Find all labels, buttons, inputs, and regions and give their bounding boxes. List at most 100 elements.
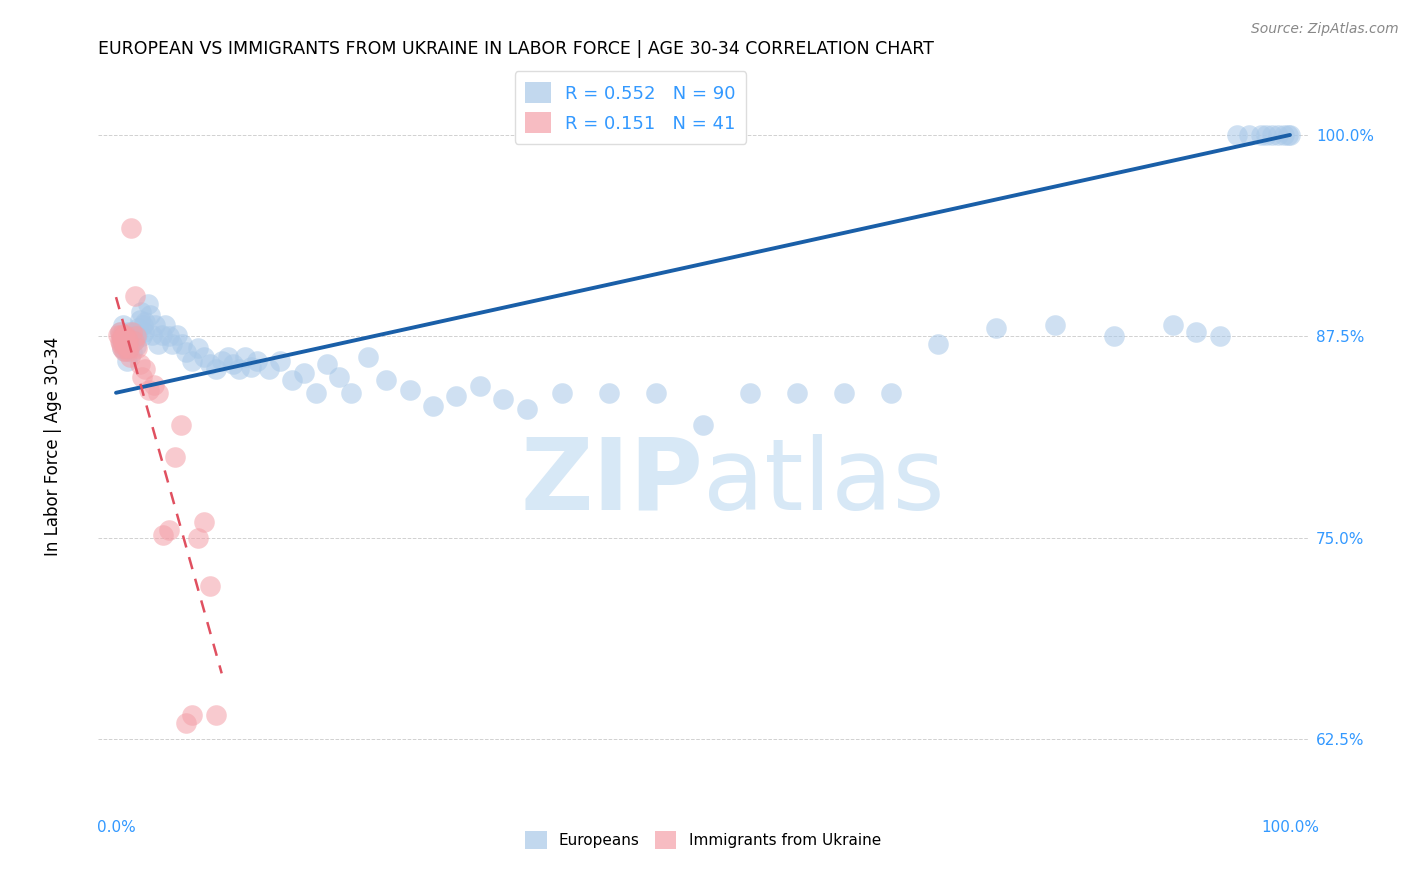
Point — [111, 341, 134, 355]
Point — [114, 327, 136, 342]
Point — [257, 361, 280, 376]
Point — [468, 379, 491, 393]
Point — [492, 392, 515, 407]
Point — [131, 329, 153, 343]
Point — [111, 331, 134, 345]
Point — [108, 334, 131, 349]
Point — [122, 326, 145, 340]
Point — [117, 325, 139, 339]
Point — [162, 337, 184, 351]
Point — [110, 334, 132, 349]
Point — [204, 361, 226, 376]
Point — [198, 357, 221, 371]
Point — [112, 334, 135, 349]
Point — [1102, 329, 1125, 343]
Point — [110, 327, 132, 342]
Point — [112, 327, 135, 342]
Point — [128, 357, 150, 371]
Point — [115, 341, 138, 355]
Point — [132, 318, 155, 332]
Point — [927, 337, 949, 351]
Point — [304, 385, 326, 400]
Point — [134, 325, 156, 339]
Point — [138, 383, 160, 397]
Point — [204, 708, 226, 723]
Point — [112, 327, 135, 342]
Point — [375, 373, 398, 387]
Point — [240, 359, 263, 374]
Point — [112, 343, 135, 358]
Point — [110, 337, 132, 351]
Point — [114, 343, 136, 358]
Point — [193, 515, 215, 529]
Point — [1185, 325, 1208, 339]
Text: Source: ZipAtlas.com: Source: ZipAtlas.com — [1251, 22, 1399, 37]
Point — [139, 309, 162, 323]
Point — [516, 401, 538, 416]
Point — [128, 313, 150, 327]
Point — [292, 367, 315, 381]
Point — [1208, 329, 1230, 343]
Point — [422, 399, 444, 413]
Point — [120, 221, 142, 235]
Point — [131, 369, 153, 384]
Point — [1278, 128, 1301, 142]
Point — [117, 334, 139, 349]
Point — [1277, 128, 1299, 142]
Point — [598, 385, 620, 400]
Legend: Europeans, Immigrants from Ukraine: Europeans, Immigrants from Ukraine — [517, 823, 889, 856]
Point — [115, 331, 138, 345]
Text: EUROPEAN VS IMMIGRANTS FROM UKRAINE IN LABOR FORCE | AGE 30-34 CORRELATION CHART: EUROPEAN VS IMMIGRANTS FROM UKRAINE IN L… — [98, 40, 935, 58]
Text: ZIP: ZIP — [520, 434, 703, 531]
Point — [398, 383, 420, 397]
Point — [169, 417, 191, 432]
Point — [111, 341, 134, 355]
Point — [170, 337, 193, 351]
Text: In Labor Force | Age 30-34: In Labor Force | Age 30-34 — [45, 336, 62, 556]
Point — [228, 361, 250, 376]
Point — [114, 331, 136, 345]
Point — [986, 321, 1008, 335]
Point — [187, 531, 209, 545]
Point — [328, 369, 350, 384]
Point — [148, 385, 170, 400]
Point — [163, 450, 186, 465]
Point — [1250, 128, 1272, 142]
Point — [134, 315, 156, 329]
Point — [1267, 128, 1289, 142]
Point — [446, 389, 468, 403]
Point — [198, 579, 221, 593]
Point — [157, 523, 180, 537]
Point — [121, 325, 143, 339]
Point — [152, 527, 174, 541]
Point — [786, 385, 808, 400]
Point — [1161, 318, 1184, 332]
Point — [121, 345, 143, 359]
Point — [127, 327, 149, 342]
Point — [551, 385, 574, 400]
Point — [187, 341, 209, 355]
Point — [107, 327, 129, 342]
Point — [118, 341, 141, 355]
Point — [114, 334, 136, 349]
Point — [118, 341, 141, 355]
Point — [181, 353, 204, 368]
Point — [1272, 128, 1295, 142]
Point — [176, 716, 198, 731]
Point — [211, 353, 233, 368]
Point — [281, 373, 304, 387]
Point — [316, 357, 339, 371]
Point — [129, 305, 152, 319]
Point — [832, 385, 855, 400]
Point — [150, 327, 173, 342]
Point — [176, 345, 198, 359]
Point — [357, 351, 380, 365]
Point — [141, 327, 163, 342]
Point — [120, 329, 142, 343]
Point — [112, 337, 135, 351]
Text: atlas: atlas — [703, 434, 945, 531]
Point — [1261, 128, 1284, 142]
Point — [181, 708, 204, 723]
Point — [148, 337, 170, 351]
Point — [124, 333, 146, 347]
